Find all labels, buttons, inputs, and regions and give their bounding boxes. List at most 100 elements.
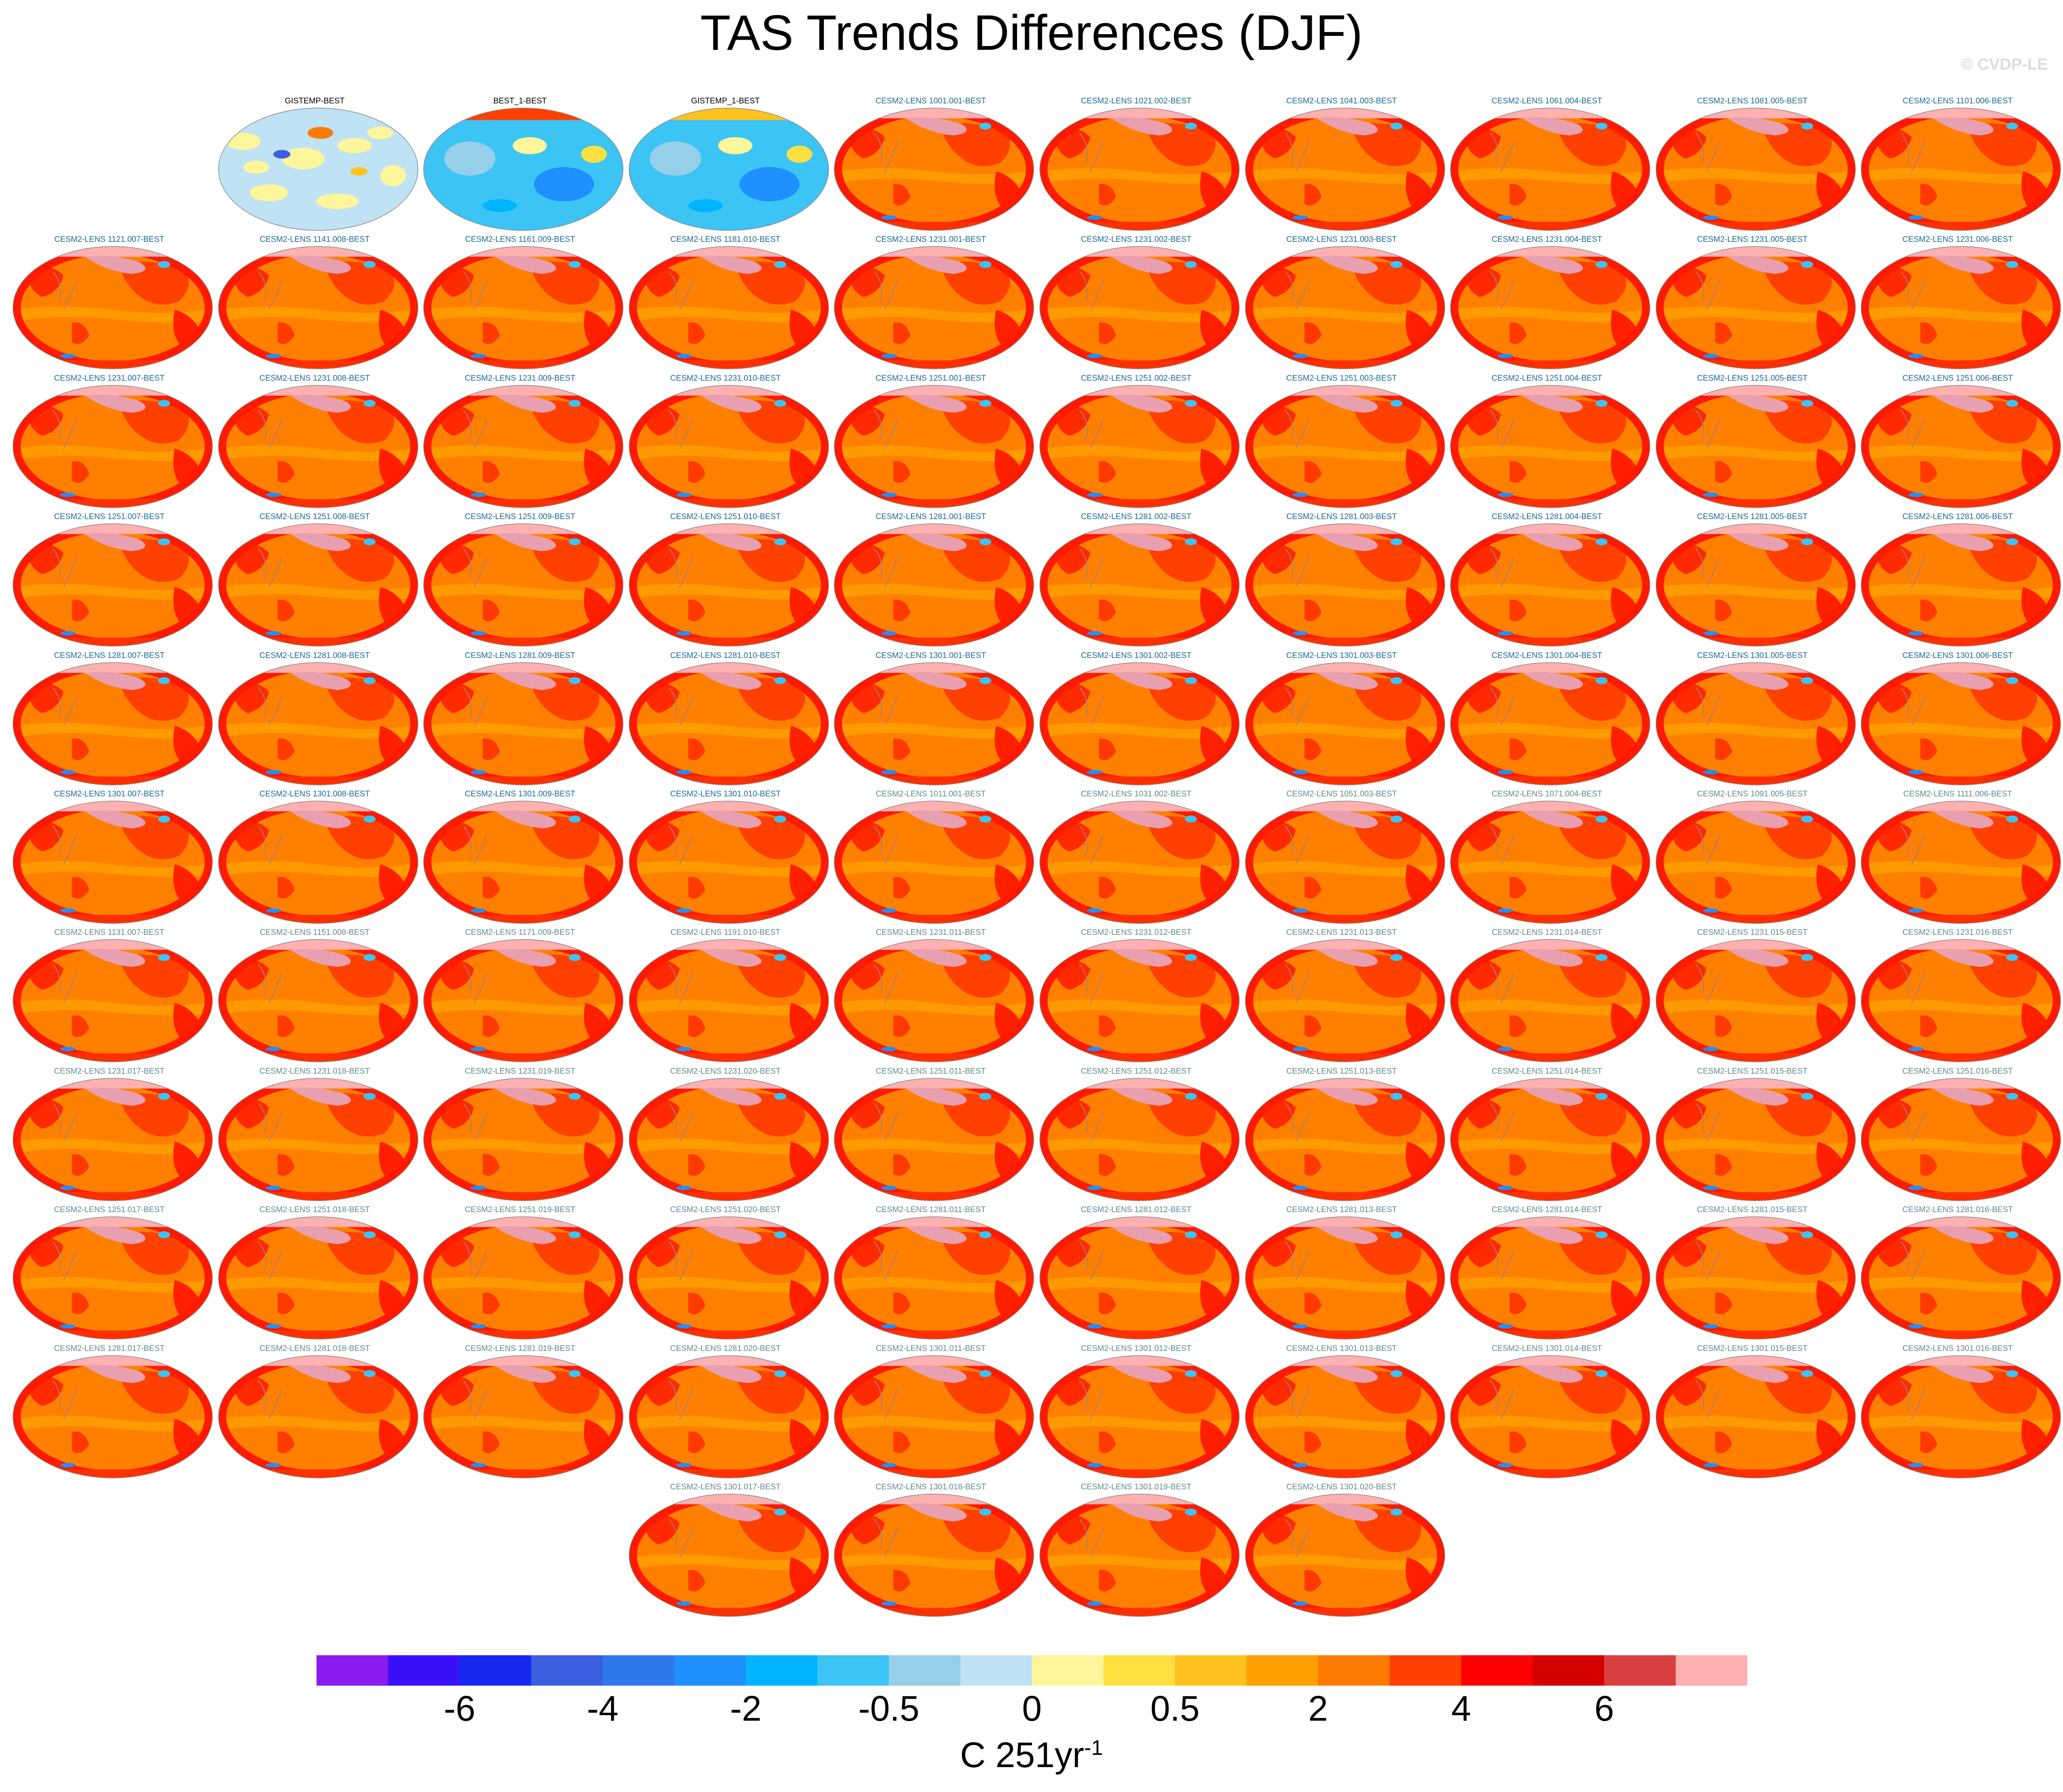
tropical-band [423, 1138, 623, 1154]
warm-spot [337, 138, 372, 154]
map-outline [834, 246, 1034, 370]
arctic-patch [1317, 671, 1378, 690]
cold-spot [60, 908, 76, 913]
map-panel: CESM2-LENS 1041.003-BEST [1239, 96, 1445, 231]
map-outline [1245, 523, 1445, 647]
arctic-cap [13, 939, 213, 950]
map-outline [1655, 1078, 1856, 1201]
cold-spot [168, 911, 182, 915]
map-outline [628, 1216, 829, 1340]
arctic-patch [1317, 1226, 1378, 1245]
cold-spot [774, 261, 786, 268]
world-map [13, 939, 213, 1063]
antarctic-band [1245, 1192, 1445, 1201]
cold-spot [363, 1093, 376, 1100]
cold-spot [1801, 538, 1813, 545]
land-patch [893, 1431, 911, 1453]
colorbar-tick-label: -4 [587, 1689, 619, 1728]
map-outline [1655, 801, 1856, 924]
arctic-cap [1861, 524, 2061, 534]
cold-spot [2006, 261, 2019, 268]
map-outline [13, 1078, 213, 1201]
land-patch [482, 1154, 500, 1176]
world-map [218, 108, 418, 231]
colorbar-box [960, 1655, 1032, 1686]
panel-label: CESM2-LENS 1031.002-BEST [1081, 790, 1191, 799]
map-outline [423, 1216, 624, 1340]
land-patch [688, 322, 706, 344]
region-patch [688, 199, 723, 212]
cold-spot [1605, 633, 1619, 638]
panel-label: CESM2-LENS 1231.015-BEST [1697, 928, 1808, 937]
map-panel: CESM2-LENS 1281.009-BEST [417, 651, 624, 786]
antarctic-band [1040, 499, 1240, 508]
map-outline [1450, 246, 1651, 370]
land-patch [72, 738, 89, 760]
panel-label: CESM2-LENS 1251.007-BEST [54, 512, 165, 522]
land-patch [1509, 877, 1527, 899]
cold-spot [1087, 1186, 1102, 1190]
arctic-patch [906, 533, 967, 552]
tropical-band [629, 1416, 829, 1432]
world-map [1040, 662, 1240, 785]
map-panel: CESM2-LENS 1281.012-BEST [1034, 1205, 1240, 1340]
arctic-cap [423, 385, 623, 396]
coastline [1284, 964, 1309, 1003]
antarctic-band [218, 1330, 418, 1340]
world-map [1861, 1355, 2061, 1478]
map-panel: CESM2-LENS 1161.009-BEST [417, 235, 624, 370]
map-panel: CESM2-LENS 1281.001-BEST [828, 512, 1034, 647]
panel-label: CESM2-LENS 1251.002-BEST [1081, 374, 1191, 383]
arctic-patch [85, 1226, 146, 1245]
antarctic-band [423, 499, 623, 508]
arctic-cap [1040, 662, 1240, 673]
arctic-patch [1933, 671, 1994, 690]
world-map [13, 523, 213, 647]
map-panel: CESM2-LENS 1251.012-BEST [1034, 1067, 1240, 1202]
coastline [874, 133, 899, 172]
map-outline [13, 246, 213, 370]
colorbar-box [1246, 1655, 1318, 1686]
antarctic-band [1245, 499, 1445, 508]
colorbar-box [317, 1655, 388, 1686]
arctic-cap [13, 246, 213, 257]
land-patch [277, 1015, 295, 1037]
map-panel: CESM2-LENS 1031.002-BEST [1034, 789, 1240, 924]
antarctic-band [1861, 499, 2061, 508]
cold-spot [578, 356, 593, 361]
coastline [1490, 826, 1514, 865]
cold-spot [265, 1463, 281, 1467]
world-map [834, 108, 1034, 231]
world-map [1245, 1216, 1445, 1340]
map-outline [13, 662, 213, 785]
map-outline [1655, 939, 1856, 1063]
antarctic-band [1040, 1469, 1240, 1478]
map-panel: CESM2-LENS 1281.017-BEST [7, 1344, 213, 1479]
map-panel: CESM2-LENS 1301.011-BEST [828, 1344, 1034, 1479]
cold-spot [1194, 772, 1209, 777]
colorbar-units: C 251yr-1 [0, 1735, 2063, 1776]
antarctic-band [423, 915, 623, 923]
cold-spot [1194, 1188, 1209, 1193]
cold-spot [676, 1047, 692, 1052]
map-outline [218, 939, 418, 1063]
map-outline [1245, 246, 1445, 370]
map-outline [423, 1078, 624, 1201]
cold-spot [1811, 911, 1825, 915]
cold-spot [989, 633, 1003, 638]
coastline [1901, 133, 1925, 172]
arctic-patch [1522, 394, 1583, 413]
arctic-cap [1450, 939, 1650, 950]
map-panel: CESM2-LENS 1061.004-BEST [1444, 96, 1651, 231]
land-patch [688, 1154, 706, 1176]
antarctic-band [834, 776, 1034, 785]
arctic-patch [701, 1503, 762, 1521]
map-panel: CESM2-LENS 1231.013-BEST [1239, 928, 1445, 1063]
map-panel: CESM2-LENS 1231.006-BEST [1855, 235, 2061, 370]
world-map [628, 1216, 829, 1340]
cold-spot [60, 770, 76, 774]
cold-spot [1497, 1186, 1513, 1190]
coastline [1079, 1519, 1104, 1558]
panel-label: CESM2-LENS 1191.010-BEST [670, 928, 781, 937]
coastline [1901, 271, 1925, 310]
